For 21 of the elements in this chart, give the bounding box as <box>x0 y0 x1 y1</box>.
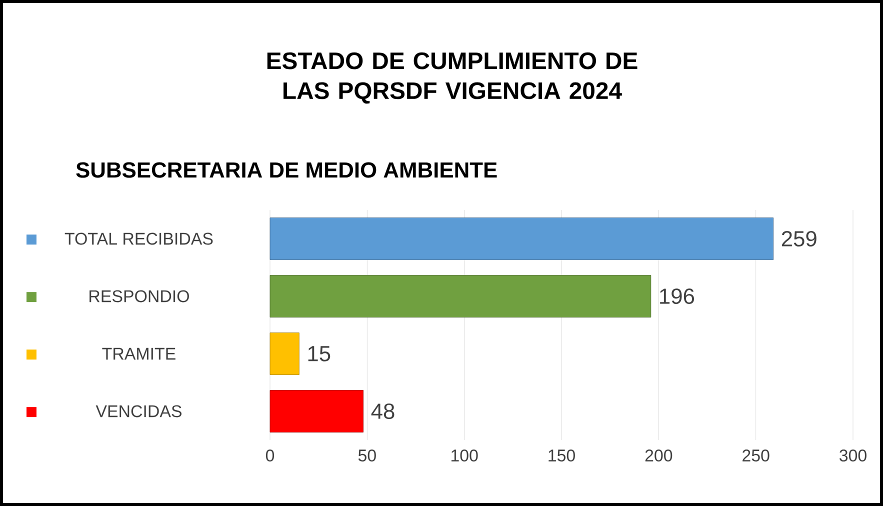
bar <box>270 390 364 432</box>
x-tick-label: 200 <box>645 450 672 462</box>
y-tick-label: RESPONDIO <box>90 290 189 302</box>
chart-subtitle: SUBSECRETARIA DE MEDIO AMBIENTE <box>76 162 497 178</box>
chart-title: ESTADO DE CUMPLIMIENTO DE LAS PQRSDF VIGENCIA 2024 <box>267 52 638 104</box>
x-tick-label: 0 <box>266 450 274 462</box>
x-tick-label: 150 <box>548 450 575 462</box>
bar <box>270 218 774 260</box>
bar <box>270 332 300 375</box>
y-tick-label: TRAMITE <box>102 348 176 360</box>
data-label: 259 <box>782 230 816 247</box>
bar <box>270 275 652 318</box>
x-tick-label: 50 <box>358 450 376 462</box>
x-tick-label: 300 <box>840 450 866 462</box>
x-tick-label: 250 <box>742 450 770 462</box>
data-label: 48 <box>371 403 394 419</box>
y-tick-label: VENCIDAS <box>96 405 182 418</box>
data-label: 15 <box>308 346 330 362</box>
data-label: 196 <box>660 288 694 304</box>
y-tick-label: TOTAL RECIBIDAS <box>64 232 213 245</box>
x-tick-label: 100 <box>452 450 478 462</box>
